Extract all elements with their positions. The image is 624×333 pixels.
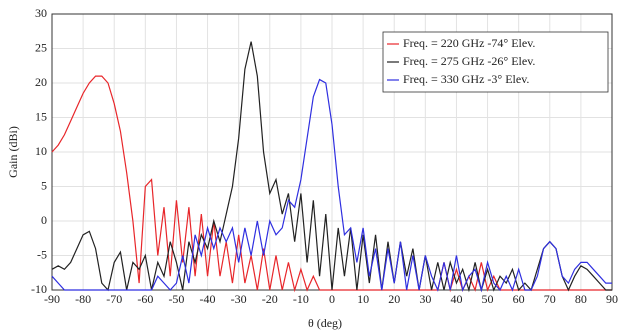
- legend-label: Freq. = 330 GHz -3° Elev.: [403, 72, 529, 86]
- y-tick-label: 20: [35, 75, 47, 89]
- x-tick-label: -80: [75, 292, 91, 306]
- x-tick-label: 50: [482, 292, 494, 306]
- x-tick-label: 30: [419, 292, 431, 306]
- y-axis-label: Gain (dBi): [6, 126, 20, 178]
- x-tick-label: -70: [106, 292, 122, 306]
- legend-box: [382, 31, 609, 93]
- legend-label: Freq. = 220 GHz -74° Elev.: [403, 36, 535, 50]
- x-tick-label: 70: [544, 292, 556, 306]
- y-tick-label: 5: [41, 178, 47, 192]
- x-tick-label: -90: [44, 292, 60, 306]
- x-tick-label: -20: [262, 292, 278, 306]
- x-tick-label: -30: [231, 292, 247, 306]
- y-tick-label: 0: [41, 213, 47, 227]
- x-tick-label: 0: [329, 292, 335, 306]
- y-tick-label: -10: [31, 282, 47, 296]
- x-tick-label: 20: [388, 292, 400, 306]
- x-tick-label: 80: [575, 292, 587, 306]
- y-tick-label: 30: [35, 6, 47, 20]
- x-axis-label: θ (deg): [308, 316, 342, 330]
- data-line: [51, 41, 612, 293]
- x-tick-label: -40: [200, 292, 216, 306]
- legend-label: Freq. = 275 GHz -26° Elev.: [403, 54, 535, 68]
- y-tick-label: 25: [35, 40, 47, 54]
- y-tick-label: 10: [35, 144, 47, 158]
- y-tick-label: -5: [37, 247, 47, 261]
- x-tick-label: 40: [450, 292, 462, 306]
- x-tick-label: 10: [357, 292, 369, 306]
- x-tick-label: 90: [606, 292, 618, 306]
- x-tick-label: -60: [137, 292, 153, 306]
- data-line: [51, 78, 612, 293]
- x-tick-label: -10: [293, 292, 309, 306]
- y-tick-label: 15: [35, 109, 47, 123]
- x-tick-label: -50: [168, 292, 184, 306]
- x-tick-label: 60: [513, 292, 525, 306]
